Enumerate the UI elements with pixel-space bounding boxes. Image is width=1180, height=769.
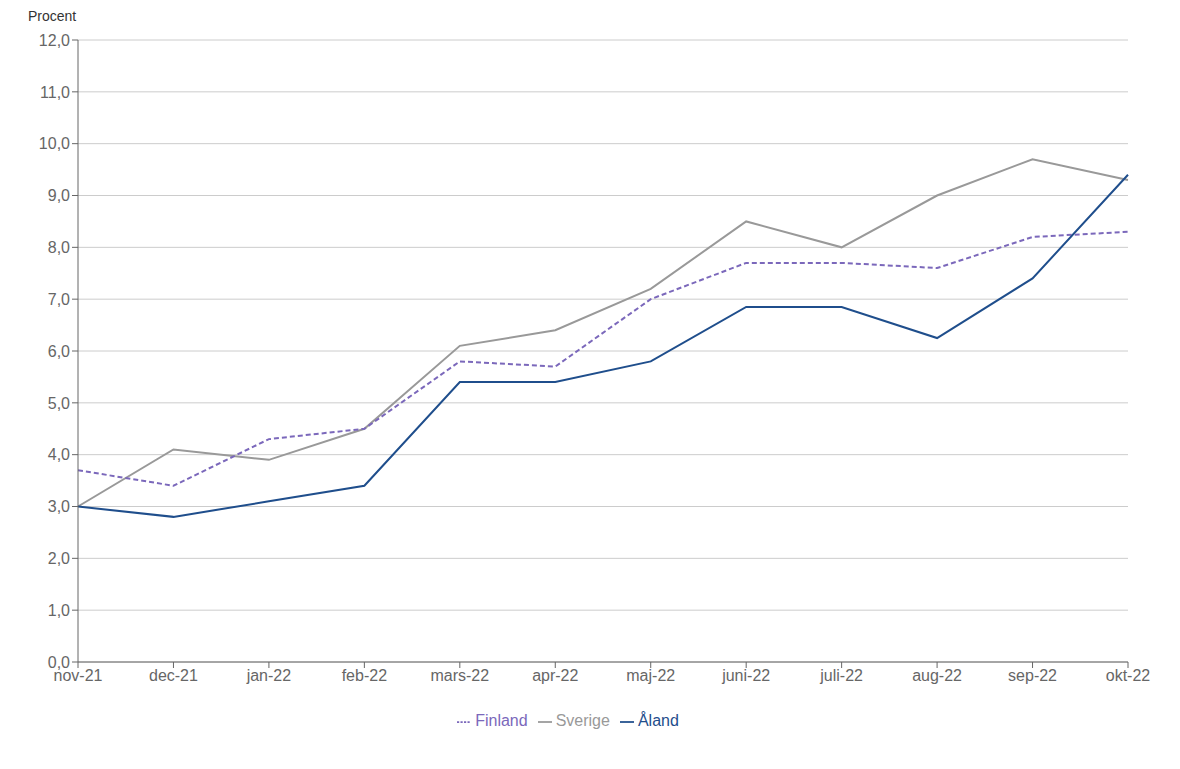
svg-text:10,0: 10,0 [39,135,70,152]
html-text:Sverige: Sverige [555,712,610,729]
svg-text:9,0: 9,0 [48,187,70,204]
html-text:Åland: Åland [637,712,679,729]
svg-text:mars-22: mars-22 [430,667,489,684]
svg-text:apr-22: apr-22 [532,667,578,684]
svg-text:12,0: 12,0 [39,32,70,49]
svg-text:aug-22: aug-22 [912,667,962,684]
svg-text:maj-22: maj-22 [626,667,675,684]
svg-text:jan-22: jan-22 [246,667,292,684]
svg-text:0,0: 0,0 [48,654,70,671]
svg-text:okt-22: okt-22 [1106,667,1151,684]
svg-text:3,0: 3,0 [48,498,70,515]
svg-text:11,0: 11,0 [40,84,70,101]
svg-text:sep-22: sep-22 [1008,667,1057,684]
svg-text:7,0: 7,0 [48,291,70,308]
svg-text:6,0: 6,0 [48,343,70,360]
svg-text:nov-21: nov-21 [53,667,103,685]
svg-text:1,0: 1,0 [48,602,70,619]
svg-text:dec-21: dec-21 [149,667,198,684]
html-text:Finland: Finland [475,712,528,729]
svg-text:2,0: 2,0 [48,550,70,567]
svg-text:juni-22: juni-22 [721,667,770,684]
svg-text:feb-22: feb-22 [342,667,387,684]
svg-text:juli-22: juli-22 [819,667,863,684]
svg-text:8,0: 8,0 [48,239,70,256]
svg-text:5,0: 5,0 [48,395,70,412]
svg-text:4,0: 4,0 [48,446,70,463]
html-text:Procent: Procent [28,8,77,24]
